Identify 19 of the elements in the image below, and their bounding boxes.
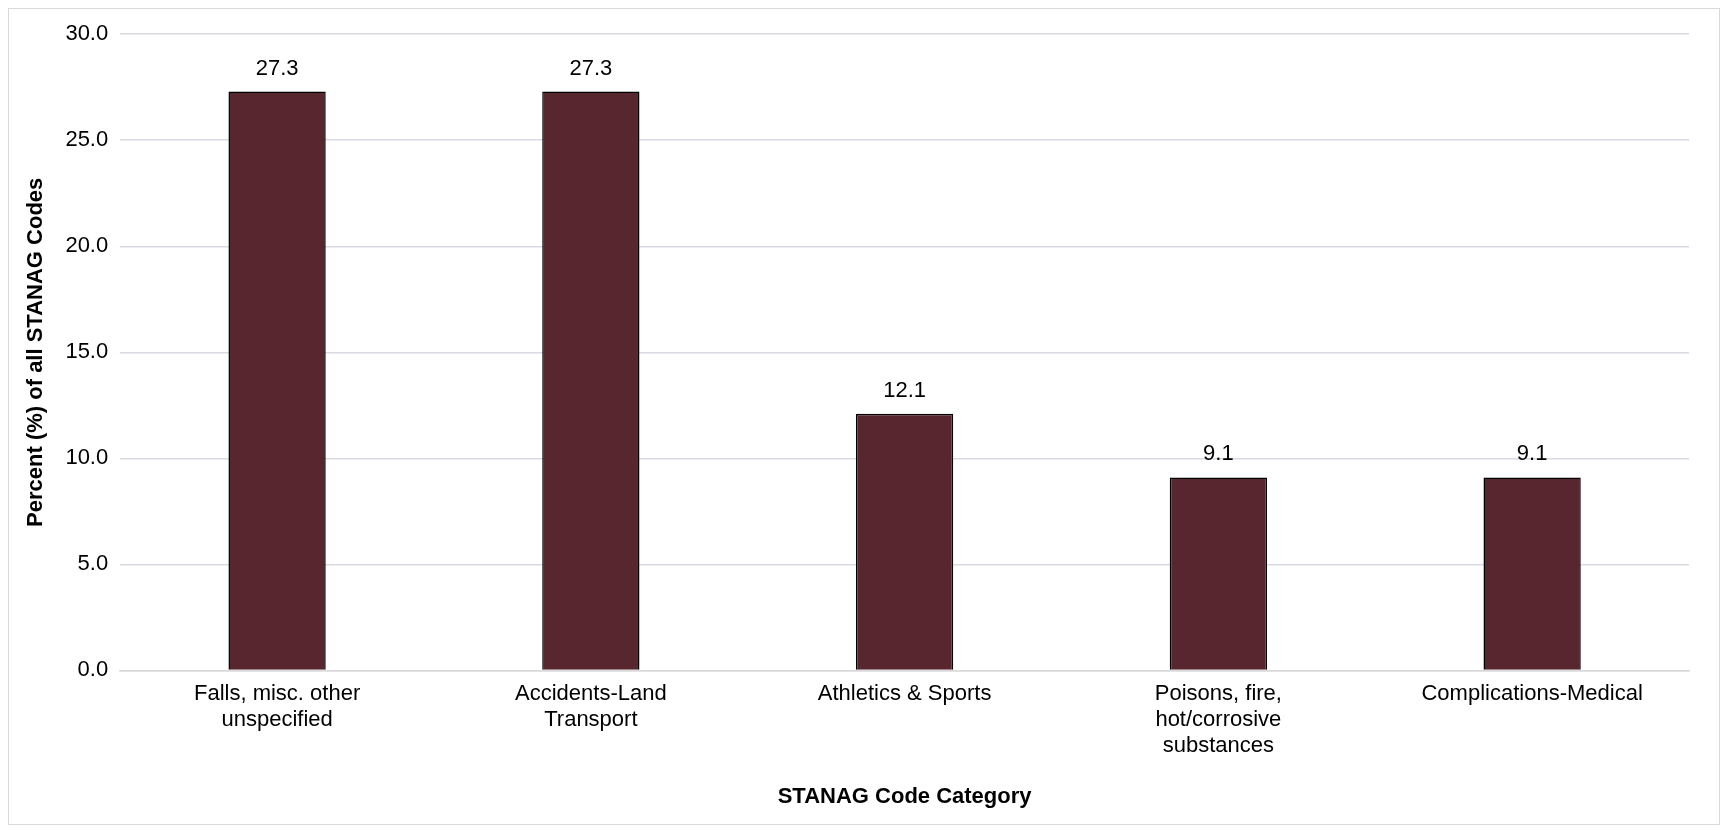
y-tick-label: 15.0 [65, 338, 109, 364]
x-tick-label: Athletics & Sports [817, 679, 992, 705]
data-label: 27.3 [255, 54, 299, 80]
y-tick-label: 5.0 [77, 550, 109, 576]
x-tick-label: Falls, misc. other unspecified [193, 679, 361, 732]
y-tick-label: 10.0 [65, 444, 109, 470]
y-tick-label: 30.0 [65, 20, 109, 46]
x-axis-title: STANAG Code Category [777, 782, 1033, 808]
y-tick-label: 0.0 [77, 656, 109, 682]
data-label: 12.1 [883, 376, 927, 402]
data-label: 9.1 [1203, 440, 1234, 466]
x-tick-label: Complications-Medical [1421, 679, 1643, 705]
y-axis-title: Percent (%) of all STANAG Codes [22, 177, 48, 527]
data-label: 9.1 [1516, 440, 1548, 466]
x-tick-label: Poisons, fire, hot/corrosive substances [1154, 679, 1282, 758]
y-tick-label: 20.0 [65, 232, 109, 258]
y-tick-label: 25.0 [65, 126, 109, 152]
data-label: 27.3 [569, 54, 613, 80]
x-tick-label: Accidents-Land Transport [515, 679, 667, 732]
